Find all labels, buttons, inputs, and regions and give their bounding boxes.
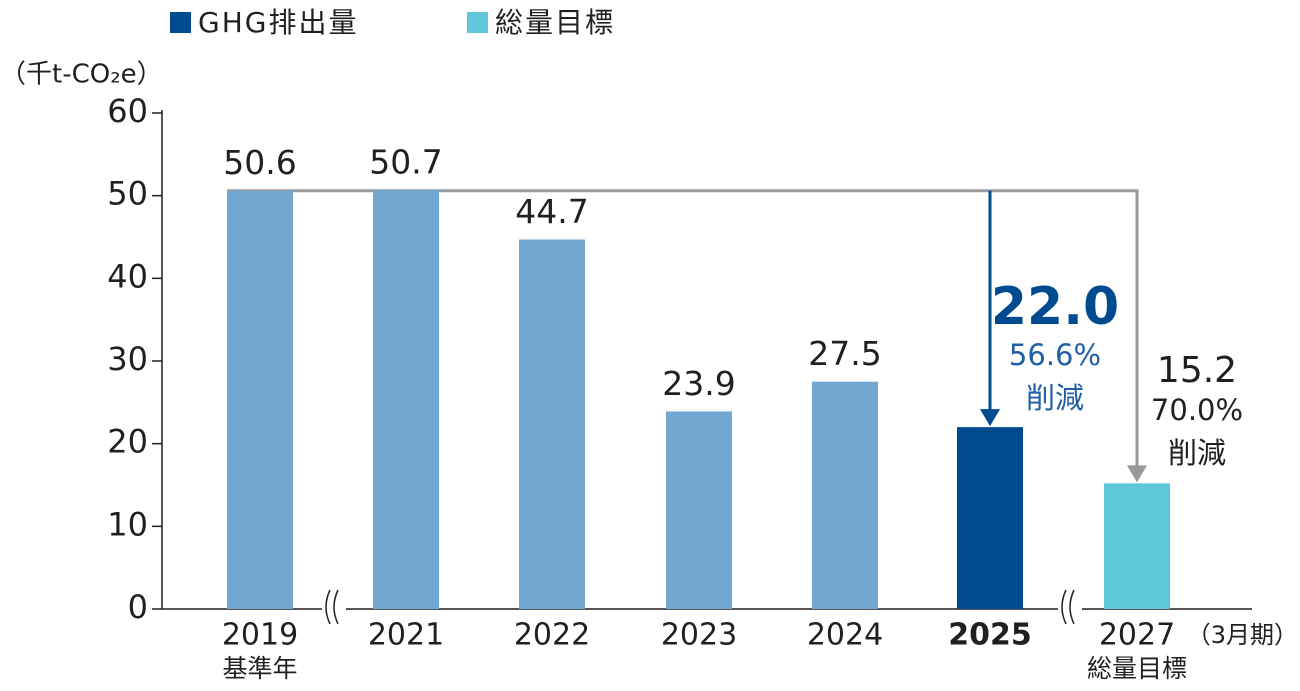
bar	[519, 239, 585, 610]
legend-label: 総量目標	[495, 6, 615, 39]
y-tick-label: 30	[107, 340, 148, 378]
target-arrow	[227, 189, 1139, 470]
x-tick-label: 2019	[222, 618, 298, 653]
x-axis-label: （3月期）	[1187, 621, 1298, 649]
reduction-label: 56.6%	[1009, 338, 1101, 372]
x-tick-label: 2021	[368, 618, 444, 653]
y-axis-label: （千t-CO₂e）	[0, 60, 163, 90]
reduction-word: 削減	[1168, 436, 1226, 470]
value-label: 15.2	[1157, 350, 1237, 391]
y-tick-label: 10	[107, 505, 148, 543]
x-tick-label: 2022	[514, 618, 590, 653]
y-tick-label: 60	[107, 92, 148, 130]
bar	[957, 427, 1023, 609]
y-tick-label: 40	[107, 257, 148, 295]
category-note: 基準年	[222, 654, 297, 683]
legend-swatch	[170, 12, 191, 33]
value-label: 22.0	[991, 277, 1119, 337]
x-tick-label: 2027	[1099, 618, 1175, 653]
value-label: 50.7	[369, 142, 442, 181]
value-label: 50.6	[223, 143, 296, 182]
y-tick-label: 0	[128, 588, 148, 626]
target-arrow-head	[1127, 465, 1147, 483]
bar	[373, 189, 439, 609]
legend-swatch	[467, 12, 488, 33]
y-tick-label: 50	[107, 175, 148, 213]
reduction-label: 70.0%	[1151, 393, 1243, 427]
x-tick-label: 2023	[661, 618, 737, 653]
bar	[666, 411, 732, 609]
legend-label: GHG排出量	[198, 6, 358, 39]
axis-break	[322, 585, 1082, 625]
bar	[1104, 483, 1170, 609]
category-note: 総量目標	[1087, 654, 1187, 683]
value-label: 44.7	[515, 192, 588, 231]
x-tick-label: 2024	[807, 618, 883, 653]
x-tick-label: 2025	[948, 618, 1032, 653]
y-tick-label: 20	[107, 423, 148, 461]
reduction-word: 削減	[1026, 381, 1084, 415]
bar	[812, 381, 878, 609]
value-label: 27.5	[808, 334, 881, 373]
value-label: 23.9	[662, 364, 735, 403]
result-arrow-head	[980, 409, 1000, 427]
bar	[227, 190, 293, 609]
